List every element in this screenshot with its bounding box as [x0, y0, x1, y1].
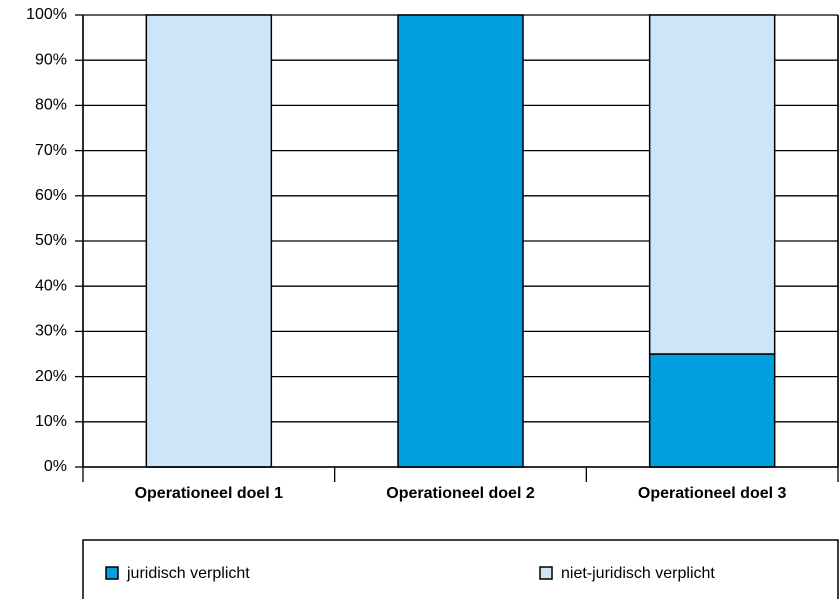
y-tick-label: 40%	[35, 277, 67, 294]
y-tick-label: 60%	[35, 187, 67, 204]
bar-segment	[648, 14, 776, 355]
y-tick-label: 80%	[35, 97, 67, 114]
y-tick-label: 30%	[35, 323, 67, 340]
legend-swatch	[539, 566, 553, 580]
bar-segment	[397, 14, 524, 468]
y-tick-label: 100%	[26, 6, 67, 23]
x-tick-label: Operationeel doel 1	[135, 485, 284, 502]
x-tick-label: Operationeel doel 3	[638, 485, 787, 502]
x-tick-label: Operationeel doel 2	[386, 485, 535, 502]
legend-label: niet-juridisch verplicht	[561, 565, 715, 582]
y-tick-label: 50%	[35, 232, 67, 249]
y-tick-label: 20%	[35, 368, 67, 385]
legend-box	[82, 539, 839, 599]
y-tick-label: 0%	[44, 458, 67, 475]
legend-label: juridisch verplicht	[126, 565, 250, 582]
y-tick-label: 10%	[35, 413, 67, 430]
legend-swatch	[105, 566, 119, 580]
bar-segment	[145, 14, 273, 468]
y-tick-label: 90%	[35, 51, 67, 68]
y-tick-label: 70%	[35, 142, 67, 159]
bar-segment	[648, 353, 776, 468]
